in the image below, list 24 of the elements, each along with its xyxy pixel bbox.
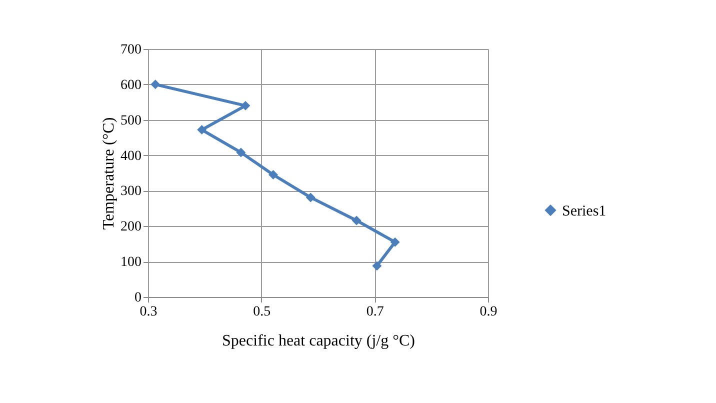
point <box>352 216 362 226</box>
x-tick-label: 0.9 <box>480 304 498 320</box>
y-tick-label: 100 <box>120 255 142 270</box>
x-tick-label: 0.3 <box>140 304 158 320</box>
point <box>150 80 160 90</box>
y-tick-label: 500 <box>120 113 142 128</box>
y-tick-label: 0 <box>134 290 142 306</box>
point <box>306 192 316 202</box>
point <box>390 237 400 247</box>
point <box>240 100 250 110</box>
x-tick-label: 0.5 <box>253 304 271 320</box>
point <box>236 148 246 158</box>
point <box>268 170 278 180</box>
x-axis-title: Specific heat capacity (j/g °C) <box>222 332 415 350</box>
point <box>197 125 207 135</box>
x-tick-label: 0.7 <box>366 304 384 320</box>
y-tick-label: 200 <box>120 220 142 235</box>
legend-label: Series1 <box>562 203 606 220</box>
y-tick-label: 700 <box>120 42 142 58</box>
point <box>372 261 382 271</box>
y-tick-label: 600 <box>120 78 142 93</box>
y-tick-label: 300 <box>120 184 142 200</box>
y-tick-label: 400 <box>120 148 142 164</box>
y-axis-title: Temperature (°C) <box>100 117 118 230</box>
